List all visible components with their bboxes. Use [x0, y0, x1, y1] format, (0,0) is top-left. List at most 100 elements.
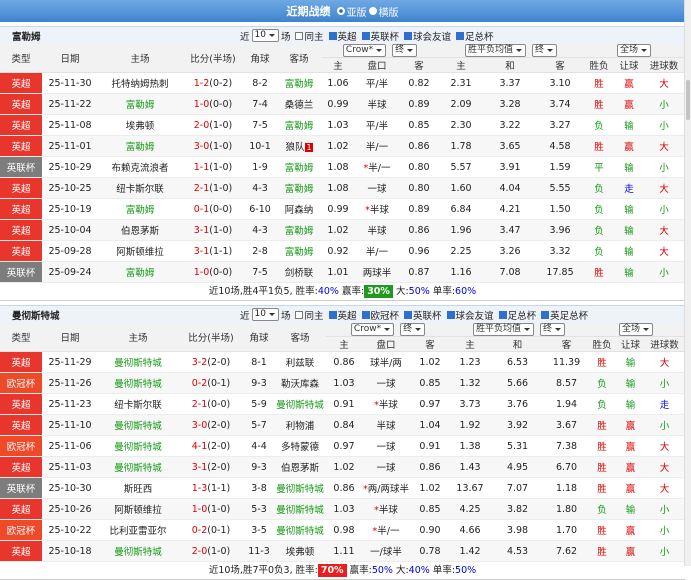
home-team: 曼彻斯特城: [98, 456, 178, 478]
away-team-name: 曼彻斯特城: [276, 400, 324, 411]
summary-part: 赢率:: [346, 565, 372, 576]
win-odds: 1.42: [450, 540, 491, 562]
checkbox[interactable]: [404, 31, 413, 40]
filter-option[interactable]: 英超: [326, 29, 357, 43]
odds-select[interactable]: 终: [540, 323, 566, 336]
corners: 5-9: [244, 393, 274, 415]
win-odds: 2.09: [438, 93, 485, 115]
match-row: 英超 25-11-03 曼彻斯特城 3-1(2-0) 9-3 伯恩茅斯 1.02 一球 0.86…: [0, 456, 685, 478]
filter-label: 足总杯: [507, 310, 537, 322]
match-date: 25-11-30: [42, 72, 98, 94]
result-ou: 大: [645, 477, 685, 499]
corners: 1-9: [244, 156, 276, 178]
checkbox[interactable]: [404, 310, 413, 319]
match-date: 25-11-08: [42, 114, 98, 136]
away-team: 富勒姆: [276, 72, 322, 94]
result-res: 负: [588, 393, 617, 415]
table-head: 类型 日期 主场 比分(半场) 角球 客场 Crow* 终胜平负均值终全场主盘口客主和客胜负让…: [0, 44, 685, 73]
match-type: 英超: [0, 177, 42, 199]
filter-option[interactable]: 英联杯: [359, 29, 399, 43]
match-type: 英超: [0, 72, 42, 94]
handicap-line: *半球: [354, 198, 400, 220]
checkbox[interactable]: [328, 31, 337, 40]
odds-select[interactable]: 全场: [617, 44, 652, 57]
odds-select[interactable]: 终: [400, 323, 426, 336]
draw-odds: 7.07: [490, 477, 546, 499]
odds-select[interactable]: Crow*: [350, 323, 395, 336]
odds-select[interactable]: 全场: [619, 323, 654, 336]
handicap-line: 一球: [362, 456, 410, 478]
home-odds: 0.84: [326, 414, 362, 436]
count-select[interactable]: 10: [251, 308, 279, 321]
home-odds: 0.91: [326, 393, 362, 415]
scroll-thumb[interactable]: [686, 80, 690, 120]
win-odds: 1.43: [450, 456, 491, 478]
checkbox[interactable]: [328, 310, 337, 319]
checkbox[interactable]: [361, 31, 370, 40]
half-time-score: (0-0): [207, 398, 231, 410]
odds-select[interactable]: 终: [392, 44, 418, 57]
view-option[interactable]: 横版: [367, 4, 399, 19]
checkbox[interactable]: [456, 31, 465, 40]
away-team-name: 多特蒙德: [280, 442, 319, 453]
filter-option[interactable]: 球会友谊: [401, 29, 451, 43]
corners: 4-3: [244, 177, 276, 199]
filter-controls: 近 10 场 同主 英超 欧冠杯 英联杯 球会友谊 足总杯 英足总杯: [240, 308, 588, 322]
match-type: 英超: [0, 456, 42, 478]
checkbox[interactable]: [295, 310, 304, 319]
away-team-name: 曼彻斯特城: [276, 484, 324, 495]
odds-select[interactable]: 终: [532, 44, 558, 57]
result-hres: 赢: [616, 414, 646, 436]
match-type: 英联杯: [0, 261, 42, 283]
odds-select[interactable]: 胜平负均值: [465, 44, 527, 57]
win-odds: 13.67: [450, 477, 491, 499]
radio[interactable]: [336, 7, 345, 15]
checkbox[interactable]: [541, 310, 550, 319]
handicap-text: 一球: [376, 442, 396, 453]
filter-option[interactable]: 足总杯: [453, 29, 494, 43]
handicap-text: 半球: [378, 505, 398, 516]
loss-odds: 6.70: [545, 456, 589, 478]
match-type: 英联杯: [0, 156, 42, 178]
sub-column-header: 让球: [616, 336, 646, 352]
home-team: 富勒姆: [98, 135, 182, 157]
filter-option[interactable]: 英足总杯: [538, 308, 588, 322]
match-type: 欧冠杯: [0, 372, 42, 394]
handicap-line: 一/球半: [362, 540, 410, 562]
filter-option[interactable]: 欧冠杯: [359, 308, 399, 322]
home-team: 曼彻斯特城: [98, 540, 178, 562]
checkbox[interactable]: [361, 310, 370, 319]
checkbox[interactable]: [446, 310, 455, 319]
view-option[interactable]: 亚版: [335, 4, 367, 19]
scrollbar[interactable]: [684, 0, 691, 566]
odds-select[interactable]: Crow*: [342, 44, 387, 57]
checkbox[interactable]: [295, 31, 304, 40]
checkbox[interactable]: [498, 310, 507, 319]
filter-option[interactable]: 同主: [292, 29, 324, 43]
filter-option[interactable]: 足总杯: [496, 308, 537, 322]
away-odds: 0.80: [400, 177, 439, 199]
score: 0-1(0-0): [182, 198, 244, 220]
match-row: 英超 25-11-22 富勒姆 1-0(0-0) 7-4 桑德兰 0.99 半球 0.89 2.0…: [0, 93, 685, 115]
full-time-score: 3-0: [193, 140, 210, 152]
odds-select[interactable]: 胜平负均值: [473, 323, 535, 336]
filter-option[interactable]: 英联杯: [401, 308, 442, 322]
away-team-name: 富勒姆: [284, 163, 314, 174]
match-date: 25-10-22: [42, 519, 98, 541]
radio[interactable]: [368, 7, 377, 15]
summary-part: 50%: [408, 286, 430, 297]
column-header: 日期: [42, 323, 98, 352]
filter-option[interactable]: 英超: [326, 308, 357, 322]
count-select[interactable]: 10: [251, 29, 279, 42]
home-team: 纽卡斯尔联: [98, 393, 178, 415]
team-name: 曼彻斯特城: [12, 310, 60, 322]
filter-option[interactable]: 同主: [292, 308, 324, 322]
result-hres: 走: [614, 177, 645, 199]
sub-column-header: 主: [326, 336, 362, 352]
result-ou: 小: [644, 156, 685, 178]
filter-option[interactable]: 球会友谊: [444, 308, 494, 322]
summary-part: 单率:: [429, 286, 456, 297]
sections: 富勒姆近 10 场同主 英超 英联杯 球会友谊 足总杯 类型 日期 主场 比分(半场) 角球 客场 Cro…: [0, 26, 685, 580]
